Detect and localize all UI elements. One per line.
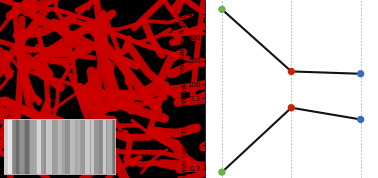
Bar [15,119,18,174]
Point [219,171,225,174]
Bar [4,119,7,174]
Point [358,118,364,121]
Bar [113,119,114,174]
Y-axis label: thermal conductivity k [W/mK]: thermal conductivity k [W/mK] [181,80,188,178]
Bar [78,119,79,174]
Bar [80,119,83,174]
Bar [30,119,32,174]
Bar [94,119,98,174]
Bar [53,119,57,174]
Bar [20,119,23,174]
Bar [46,119,51,174]
Point [219,8,225,11]
Bar [66,119,68,174]
Bar [25,119,28,174]
Point [358,72,364,75]
Bar [107,119,111,174]
Point [288,106,294,109]
Bar [33,119,37,174]
Bar [42,119,43,174]
Point [288,70,294,73]
Bar [37,119,40,174]
Bar [115,119,116,174]
Bar [85,119,89,174]
Y-axis label: resistance  R [Ω]: resistance R [Ω] [179,15,186,74]
Bar [75,119,77,174]
Bar [62,119,64,174]
Bar [99,119,101,174]
Bar [8,119,11,174]
Bar [103,119,105,174]
Bar [58,119,61,174]
Bar [91,119,93,174]
Bar [70,119,74,174]
Bar [13,119,15,174]
